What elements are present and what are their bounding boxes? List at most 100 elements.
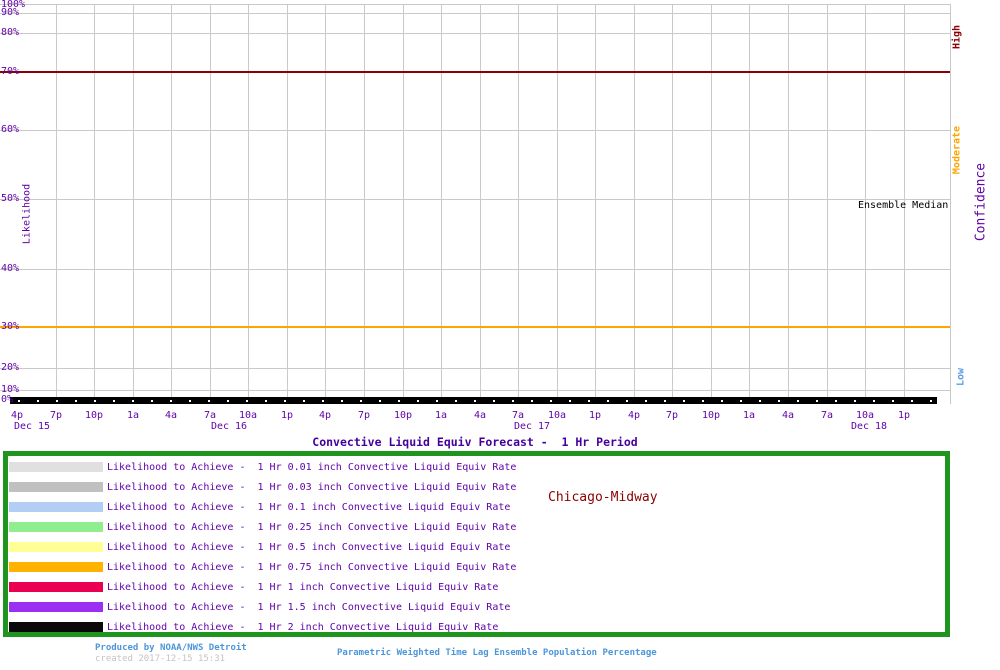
gridline-vertical bbox=[672, 4, 673, 400]
x-date-label: Dec 17 bbox=[513, 421, 551, 432]
gridline-vertical bbox=[56, 4, 57, 400]
x-tick-label: 7p bbox=[665, 410, 679, 421]
x-tick-label: 4p bbox=[627, 410, 641, 421]
y-tick-label: 80% bbox=[1, 27, 20, 38]
ensemble-median-zero-line bbox=[10, 397, 937, 404]
gridline-horizontal bbox=[0, 13, 950, 14]
gridline-vertical bbox=[441, 4, 442, 400]
legend-item: Likelihood to Achieve - 1 Hr 1.5 inch Co… bbox=[8, 602, 938, 614]
gridline-vertical bbox=[557, 4, 558, 400]
legend-item-label: Likelihood to Achieve - 1 Hr 0.75 inch C… bbox=[107, 562, 517, 573]
confidence-high-label: High bbox=[951, 24, 963, 50]
x-tick-label: 1a bbox=[742, 410, 756, 421]
x-tick-label: 7p bbox=[357, 410, 371, 421]
gridline-vertical bbox=[248, 4, 249, 400]
y-tick-label: 30% bbox=[1, 321, 20, 332]
legend-item-label: Likelihood to Achieve - 1 Hr 0.1 inch Co… bbox=[107, 502, 511, 513]
legend-item-label: Likelihood to Achieve - 1 Hr 2 inch Conv… bbox=[107, 622, 499, 633]
legend-color-swatch bbox=[9, 622, 103, 632]
gridline-horizontal bbox=[0, 4, 950, 5]
legend-item: Likelihood to Achieve - 1 Hr 0.5 inch Co… bbox=[8, 542, 938, 554]
y-tick-label: 0% bbox=[1, 394, 14, 405]
plot-grid bbox=[0, 4, 951, 404]
chart-title: Convective Liquid Equiv Forecast - 1 Hr … bbox=[312, 435, 638, 449]
gridline-vertical bbox=[133, 4, 134, 400]
x-tick-label: 10a bbox=[855, 410, 875, 421]
method-description: Parametric Weighted Time Lag Ensemble Po… bbox=[337, 648, 657, 658]
legend-color-swatch bbox=[9, 482, 103, 492]
y-tick-label: 50% bbox=[1, 193, 20, 204]
station-label: Chicago-Midway bbox=[548, 490, 658, 505]
x-tick-label: 7p bbox=[49, 410, 63, 421]
gridline-vertical bbox=[171, 4, 172, 400]
legend-color-swatch bbox=[9, 542, 103, 552]
y-axis-title: Likelihood bbox=[21, 183, 33, 245]
x-tick-label: 4p bbox=[10, 410, 24, 421]
x-tick-label: 10a bbox=[547, 410, 567, 421]
x-date-label: Dec 18 bbox=[850, 421, 888, 432]
x-tick-label: 1p bbox=[588, 410, 602, 421]
y-tick-label: 70% bbox=[1, 66, 20, 77]
gridline-vertical bbox=[749, 4, 750, 400]
legend-item-label: Likelihood to Achieve - 1 Hr 0.01 inch C… bbox=[107, 462, 517, 473]
x-tick-label: 4a bbox=[473, 410, 487, 421]
x-tick-label: 10a bbox=[238, 410, 258, 421]
legend-color-swatch bbox=[9, 602, 103, 612]
legend-item: Likelihood to Achieve - 1 Hr 0.1 inch Co… bbox=[8, 502, 938, 514]
gridline-vertical bbox=[210, 4, 211, 400]
legend-item: Likelihood to Achieve - 1 Hr 0.01 inch C… bbox=[8, 462, 938, 474]
x-tick-label: 1p bbox=[280, 410, 294, 421]
legend-item: Likelihood to Achieve - 1 Hr 0.75 inch C… bbox=[8, 562, 938, 574]
high-confidence-threshold-line bbox=[0, 71, 950, 73]
legend-color-swatch bbox=[9, 502, 103, 512]
legend-item-label: Likelihood to Achieve - 1 Hr 1.5 inch Co… bbox=[107, 602, 511, 613]
x-tick-label: 7a bbox=[820, 410, 834, 421]
confidence-axis-title: Confidence bbox=[973, 162, 989, 242]
x-tick-label: 10p bbox=[84, 410, 104, 421]
legend-item-label: Likelihood to Achieve - 1 Hr 0.5 inch Co… bbox=[107, 542, 511, 553]
gridline-vertical bbox=[364, 4, 365, 400]
legend-item-label: Likelihood to Achieve - 1 Hr 0.03 inch C… bbox=[107, 482, 517, 493]
x-tick-label: 4p bbox=[318, 410, 332, 421]
gridline-vertical bbox=[94, 4, 95, 400]
legend-color-swatch bbox=[9, 462, 103, 472]
gridline-vertical bbox=[287, 4, 288, 400]
legend-item-label: Likelihood to Achieve - 1 Hr 0.25 inch C… bbox=[107, 522, 517, 533]
gridline-vertical bbox=[711, 4, 712, 400]
gridline-vertical bbox=[827, 4, 828, 400]
x-date-label: Dec 15 bbox=[13, 421, 51, 432]
x-date-label: Dec 16 bbox=[210, 421, 248, 432]
legend-item: Likelihood to Achieve - 1 Hr 0.25 inch C… bbox=[8, 522, 938, 534]
x-tick-label: 7a bbox=[511, 410, 525, 421]
x-tick-label: 1a bbox=[126, 410, 140, 421]
confidence-low-label: Low bbox=[955, 367, 967, 387]
gridline-vertical bbox=[403, 4, 404, 400]
legend-item-label: Likelihood to Achieve - 1 Hr 1 inch Conv… bbox=[107, 582, 499, 593]
legend-color-swatch bbox=[9, 522, 103, 532]
ensemble-median-annotation: Ensemble Median bbox=[858, 200, 949, 211]
legend-item: Likelihood to Achieve - 1 Hr 2 inch Conv… bbox=[8, 622, 938, 634]
y-tick-label: 40% bbox=[1, 263, 20, 274]
x-tick-label: 7a bbox=[203, 410, 217, 421]
gridline-horizontal bbox=[0, 269, 950, 270]
gridline-horizontal bbox=[0, 199, 950, 200]
gridline-horizontal bbox=[0, 130, 950, 131]
gridline-vertical bbox=[518, 4, 519, 400]
y-tick-label: 60% bbox=[1, 124, 20, 135]
gridline-vertical bbox=[634, 4, 635, 400]
x-tick-label: 10p bbox=[701, 410, 721, 421]
gridline-vertical bbox=[595, 4, 596, 400]
legend-item: Likelihood to Achieve - 1 Hr 1 inch Conv… bbox=[8, 582, 938, 594]
gridline-vertical bbox=[788, 4, 789, 400]
confidence-moderate-label: Moderate bbox=[951, 125, 963, 175]
legend-color-swatch bbox=[9, 562, 103, 572]
gridline-vertical bbox=[904, 4, 905, 400]
x-tick-label: 1a bbox=[434, 410, 448, 421]
x-tick-label: 10p bbox=[393, 410, 413, 421]
y-tick-label: 90% bbox=[1, 7, 20, 18]
produced-by-credit: Produced by NOAA/NWS Detroit bbox=[95, 643, 247, 653]
gridline-horizontal bbox=[0, 390, 950, 391]
gridline-vertical bbox=[325, 4, 326, 400]
y-tick-label: 10% bbox=[1, 384, 20, 395]
